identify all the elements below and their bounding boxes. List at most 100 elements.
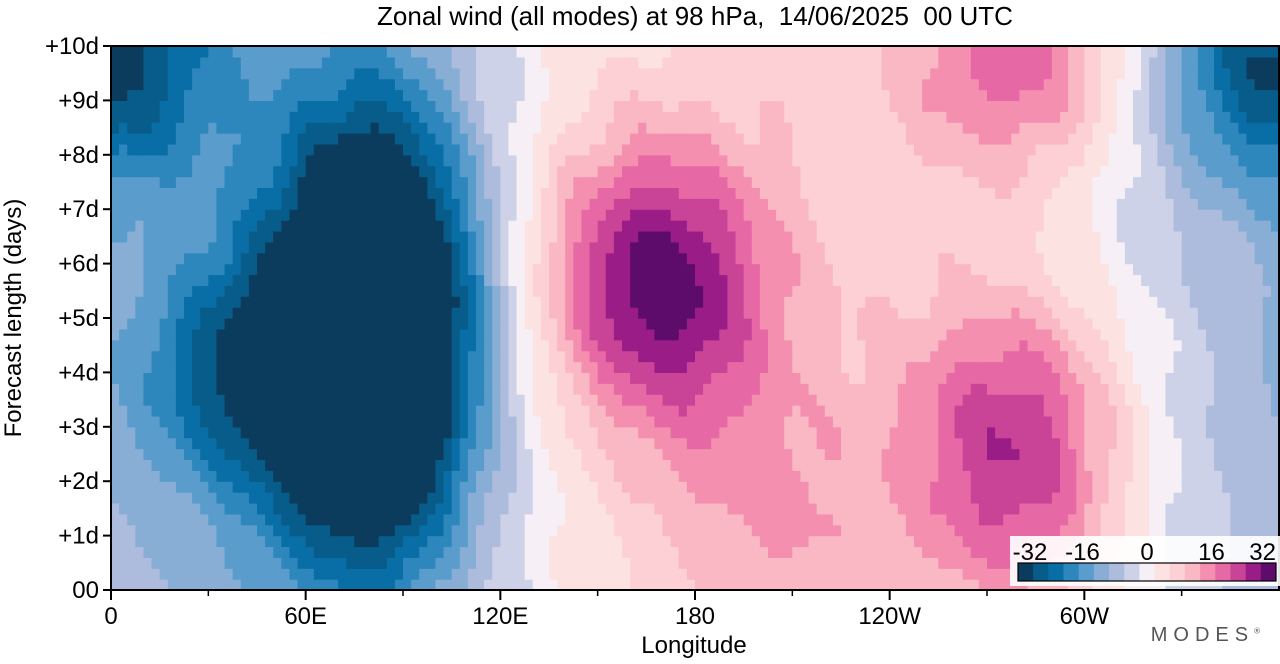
field-cell — [500, 78, 510, 91]
field-cell — [200, 318, 209, 330]
field-cell — [232, 318, 242, 330]
field-cell — [386, 100, 396, 112]
field-cell — [597, 513, 607, 526]
field-cell — [476, 111, 485, 123]
field-cell — [816, 187, 826, 199]
field-cell — [711, 220, 720, 232]
field-cell — [467, 285, 477, 297]
field-cell — [630, 546, 639, 558]
field-cell — [516, 546, 526, 558]
field-cell — [597, 415, 607, 428]
field-cell — [175, 361, 185, 373]
field-cell — [119, 524, 128, 537]
field-cell — [914, 546, 923, 558]
field-cell — [346, 122, 355, 134]
field-cell — [524, 209, 534, 221]
field-cell — [711, 524, 720, 537]
field-cell — [240, 383, 250, 395]
field-cell — [581, 230, 591, 243]
field-cell — [540, 143, 550, 156]
field-cell — [841, 361, 850, 373]
field-cell — [914, 492, 923, 504]
field-cell — [338, 394, 347, 406]
field-cell — [224, 165, 234, 178]
field-cell — [119, 133, 128, 145]
field-cell — [581, 154, 591, 167]
field-cell — [686, 502, 696, 515]
field-cell — [670, 67, 680, 80]
field-cell — [354, 296, 364, 308]
field-cell — [248, 383, 258, 395]
field-cell — [386, 350, 396, 363]
field-cell — [841, 220, 850, 232]
field-cell — [167, 502, 177, 515]
field-cell — [751, 165, 761, 178]
field-cell — [824, 405, 834, 417]
field-cell — [240, 318, 250, 330]
field-cell — [897, 470, 907, 482]
field-cell — [589, 165, 599, 178]
field-cell — [492, 546, 501, 558]
field-cell — [175, 481, 185, 493]
field-cell — [127, 535, 136, 548]
field-cell — [784, 111, 793, 123]
field-cell — [557, 111, 566, 123]
field-cell — [768, 513, 777, 526]
field-cell — [849, 89, 858, 101]
field-cell — [135, 394, 145, 406]
field-cell — [476, 579, 485, 590]
field-cell — [727, 339, 737, 352]
field-cell — [459, 328, 469, 341]
field-cell — [678, 546, 688, 558]
field-cell — [508, 318, 518, 330]
field-cell — [719, 383, 729, 395]
field-cell — [678, 318, 688, 330]
field-cell — [516, 492, 526, 504]
field-cell — [297, 448, 307, 461]
field-cell — [248, 350, 258, 363]
field-cell — [751, 459, 761, 471]
field-cell — [175, 579, 185, 590]
field-cell — [111, 209, 120, 221]
field-cell — [386, 415, 396, 428]
field-cell — [573, 524, 583, 537]
field-cell — [865, 241, 875, 254]
field-cell — [111, 372, 120, 384]
field-cell — [695, 230, 704, 243]
field-cell — [394, 176, 404, 189]
field-cell — [216, 187, 226, 199]
field-cell — [330, 78, 339, 91]
field-cell — [768, 100, 777, 112]
field-cell — [443, 415, 453, 428]
field-cell — [435, 405, 445, 417]
field-cell — [240, 492, 250, 504]
field-cell — [200, 535, 209, 548]
field-cell — [630, 111, 639, 123]
field-cell — [905, 220, 915, 232]
field-cell — [589, 524, 599, 537]
field-cell — [443, 89, 453, 101]
field-cell — [151, 143, 161, 156]
field-cell — [816, 198, 826, 210]
field-cell — [914, 568, 923, 580]
field-cell — [605, 361, 615, 373]
field-cell — [565, 372, 574, 384]
field-cell — [589, 481, 599, 493]
field-cell — [557, 339, 566, 352]
field-cell — [338, 415, 347, 428]
field-cell — [540, 296, 550, 308]
field-cell — [727, 241, 737, 254]
field-cell — [273, 154, 282, 167]
field-cell — [549, 459, 558, 471]
field-cell — [386, 318, 396, 330]
field-cell — [711, 535, 720, 548]
field-cell — [321, 67, 331, 80]
field-cell — [435, 492, 445, 504]
field-cell — [800, 307, 810, 319]
field-cell — [654, 111, 664, 123]
field-cell — [467, 209, 477, 221]
field-cell — [727, 220, 737, 232]
field-cell — [313, 470, 323, 482]
field-cell — [711, 394, 720, 406]
field-cell — [492, 470, 501, 482]
